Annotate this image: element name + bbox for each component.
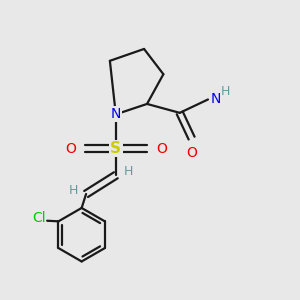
Text: O: O bbox=[156, 142, 167, 155]
Text: H: H bbox=[69, 184, 78, 197]
Text: O: O bbox=[65, 142, 76, 155]
Text: N: N bbox=[111, 107, 121, 121]
Text: S: S bbox=[110, 141, 121, 156]
Text: O: O bbox=[186, 146, 197, 160]
Text: H: H bbox=[221, 85, 230, 98]
Text: N: N bbox=[211, 92, 221, 106]
Text: H: H bbox=[124, 165, 133, 178]
Text: Cl: Cl bbox=[32, 212, 46, 225]
